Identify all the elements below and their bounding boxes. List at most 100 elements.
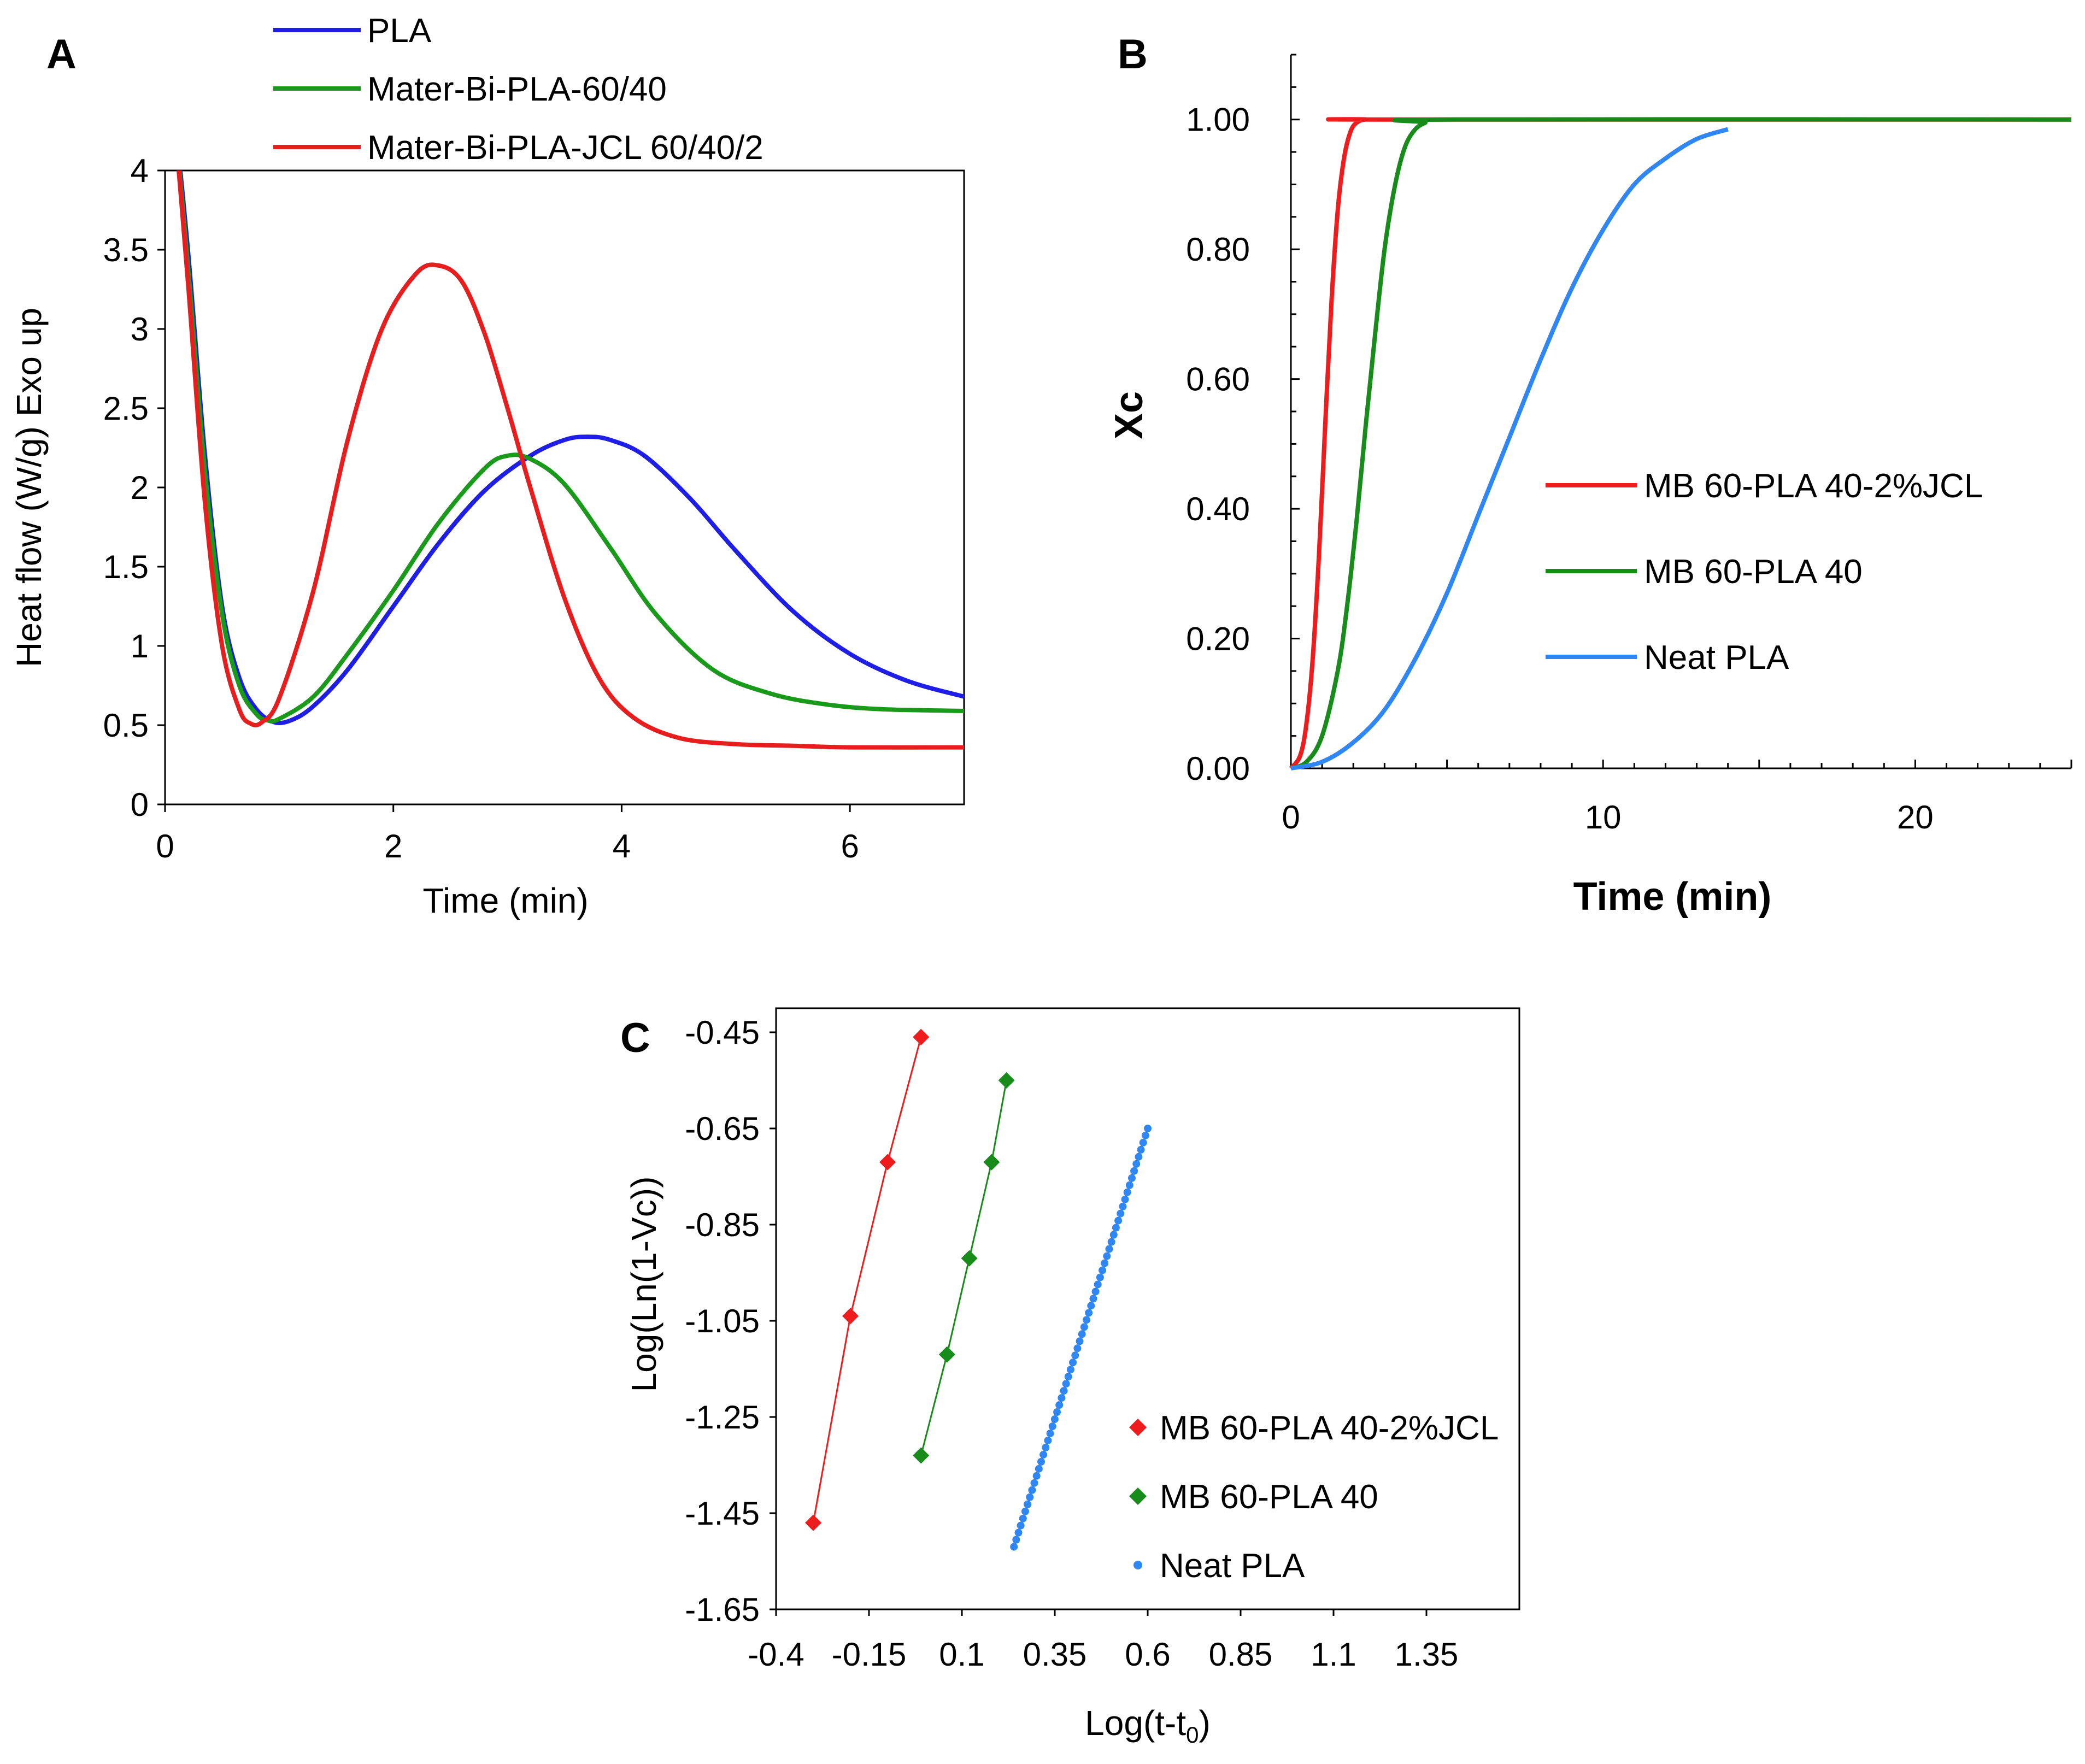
panel-c-ytick-label: -0.45 bbox=[685, 1014, 760, 1051]
panel-c-legend-label: MB 60-PLA 40-2%JCL bbox=[1160, 1409, 1499, 1447]
panel-b-xlabel: Time (min) bbox=[1573, 875, 1772, 919]
panel-c-point-neat-pla bbox=[1085, 1309, 1093, 1317]
panel-b-series-mb-60-pla-40 bbox=[1290, 117, 2072, 771]
panel-a-legend-label: Mater-Bi-PLA-60/40 bbox=[367, 70, 667, 108]
panel-c-ytick-label: -0.85 bbox=[685, 1207, 760, 1243]
panel-b-legend-label: MB 60-PLA 40 bbox=[1644, 553, 1863, 591]
panel-c-xtick-label: 0.1 bbox=[939, 1636, 984, 1673]
panel-b-series-neat-pla bbox=[1290, 127, 1729, 771]
panel-a-series-pla bbox=[178, 170, 964, 726]
panel-b-xtick-label: 10 bbox=[1585, 799, 1622, 836]
panel-c-point-neat-pla bbox=[1144, 1125, 1152, 1132]
panel-c-point-neat-pla bbox=[1109, 1231, 1118, 1239]
panel-c-point-neat-pla bbox=[1014, 1528, 1023, 1537]
panel-c-point-neat-pla bbox=[1071, 1351, 1079, 1360]
panel-c-point-neat-pla bbox=[1119, 1202, 1127, 1210]
panel-a-legend-label: Mater-Bi-PLA-JCL 60/40/2 bbox=[367, 129, 763, 167]
panel-c-legend-marker bbox=[1129, 1487, 1147, 1505]
panel-c-point-neat-pla bbox=[1050, 1415, 1059, 1424]
panel-b-xtick-label: 20 bbox=[1897, 799, 1934, 836]
panel-c-point-neat-pla bbox=[1019, 1514, 1027, 1522]
panel-c-point-neat-pla bbox=[1132, 1160, 1141, 1168]
panel-c-point-neat-pla bbox=[1099, 1266, 1107, 1274]
panel-c-point-neat-pla bbox=[1062, 1380, 1070, 1388]
panel-c-legend-marker bbox=[1129, 1419, 1147, 1436]
panel-c-xtick-label: 1.35 bbox=[1395, 1636, 1459, 1673]
panel-a-ylabel: Heat flow (W/g) Exo up bbox=[9, 308, 49, 667]
panel-b-ytick-label: 0.00 bbox=[1186, 750, 1250, 787]
panel-c-point-neat-pla bbox=[1135, 1153, 1143, 1161]
panel-b-ytick-label: 0.80 bbox=[1186, 231, 1250, 268]
panel-c-point-neat-pla bbox=[1039, 1450, 1048, 1459]
panel-c-letter: C bbox=[620, 1015, 650, 1061]
panel-c-point-mb-60-pla-40-2-jcl bbox=[842, 1308, 859, 1325]
panel-a-series-mater-bi-pla-jcl-60-40-2 bbox=[177, 170, 964, 750]
panel-c-point-neat-pla bbox=[1032, 1472, 1041, 1480]
panel-c-point-mb-60-pla-40 bbox=[961, 1250, 978, 1267]
panel-c-ytick-label: -0.65 bbox=[685, 1110, 760, 1147]
panel-c-point-neat-pla bbox=[1076, 1337, 1084, 1345]
panel-a-legend-label: PLA bbox=[367, 12, 432, 50]
panel-c-xlabel: Log(t-t0) bbox=[1085, 1703, 1211, 1748]
panel-a-chart: A 0 0.5 1 1.5 2 2.5 3 3.5 4 0 2 4 6 PLA Mater-Bi-PLA-… bbox=[9, 12, 965, 920]
panel-c-point-neat-pla bbox=[1080, 1323, 1088, 1331]
panel-c-point-neat-pla bbox=[1130, 1167, 1138, 1175]
panel-a-ytick-label: 0.5 bbox=[103, 707, 149, 744]
panel-c-xtick-label: -0.4 bbox=[748, 1636, 804, 1673]
panel-c-legend-label: MB 60-PLA 40 bbox=[1160, 1478, 1378, 1516]
panel-a-xtick-label: 0 bbox=[156, 828, 174, 865]
panel-a-ytick-label: 1.5 bbox=[103, 549, 149, 585]
panel-c-point-neat-pla bbox=[1069, 1359, 1077, 1367]
panel-c-point-neat-pla bbox=[1058, 1394, 1066, 1402]
panel-a-ytick-label: 3.5 bbox=[103, 232, 149, 268]
panel-c-point-neat-pla bbox=[1010, 1543, 1018, 1551]
panel-b-legend-label: Neat PLA bbox=[1644, 639, 1789, 677]
panel-c-point-neat-pla bbox=[1139, 1138, 1147, 1146]
panel-b-legend-label: MB 60-PLA 40-2%JCL bbox=[1644, 467, 1983, 505]
panel-c-point-neat-pla bbox=[1105, 1245, 1113, 1253]
panel-c-point-neat-pla bbox=[1091, 1287, 1100, 1296]
panel-c-point-neat-pla bbox=[1073, 1344, 1082, 1353]
panel-c-ytick-label: -1.45 bbox=[685, 1495, 760, 1532]
panel-c-point-neat-pla bbox=[1087, 1302, 1095, 1310]
panel-c-point-neat-pla bbox=[1048, 1422, 1056, 1431]
panel-c-point-mb-60-pla-40 bbox=[998, 1072, 1015, 1089]
panel-a-ytick-label: 1 bbox=[131, 628, 149, 665]
panel-c-ylabel: Log(Ln(1-Vc)) bbox=[624, 1177, 663, 1392]
panel-a-series-mater-bi-pla-60-40 bbox=[177, 170, 964, 724]
panel-c-point-neat-pla bbox=[1021, 1507, 1029, 1515]
panel-c-point-neat-pla bbox=[1026, 1493, 1034, 1501]
panel-c-xtick-label: 0.35 bbox=[1023, 1636, 1087, 1673]
panel-c-xtick-label: 0.6 bbox=[1125, 1636, 1170, 1673]
panel-b-ylabel: Xc bbox=[1107, 391, 1151, 439]
panel-c-point-neat-pla bbox=[1035, 1465, 1043, 1473]
panel-c-point-neat-pla bbox=[1117, 1209, 1125, 1218]
panel-c-plot-frame bbox=[775, 1007, 1520, 1610]
panel-c-point-mb-60-pla-40 bbox=[938, 1346, 955, 1363]
panel-c-ytick-label: -1.25 bbox=[685, 1399, 760, 1436]
panel-c-point-neat-pla bbox=[1046, 1429, 1054, 1437]
panel-c-point-neat-pla bbox=[1064, 1373, 1072, 1381]
panel-c-point-mb-60-pla-40 bbox=[983, 1154, 1000, 1171]
panel-c-legend-marker bbox=[1133, 1561, 1142, 1569]
panel-c-xtick-label: -0.15 bbox=[832, 1636, 907, 1673]
panel-b-chart: B 0.00 0.20 0.40 0.60 0.80 1.00 0 10 20 MB 60-PL… bbox=[1107, 31, 2072, 919]
panel-c-point-neat-pla bbox=[1101, 1259, 1109, 1267]
panel-c-point-neat-pla bbox=[1112, 1224, 1120, 1232]
panel-a-ytick-label: 0 bbox=[131, 786, 149, 823]
panel-c-xtick-label: 1.1 bbox=[1311, 1636, 1356, 1673]
panel-c-ytick-label: -1.65 bbox=[685, 1591, 760, 1628]
panel-c-point-mb-60-pla-40-2-jcl bbox=[879, 1154, 896, 1171]
panel-c-point-neat-pla bbox=[1042, 1443, 1050, 1451]
panel-c-point-neat-pla bbox=[1123, 1188, 1131, 1196]
panel-a-letter: A bbox=[46, 31, 77, 78]
panel-c-point-neat-pla bbox=[1082, 1316, 1090, 1324]
panel-c-point-neat-pla bbox=[1137, 1145, 1145, 1154]
panel-c-point-neat-pla bbox=[1030, 1479, 1038, 1487]
panel-c-point-neat-pla bbox=[1053, 1408, 1061, 1416]
panel-c-point-neat-pla bbox=[1060, 1387, 1068, 1395]
panel-c-point-neat-pla bbox=[1044, 1436, 1052, 1444]
panel-c-point-neat-pla bbox=[1103, 1252, 1111, 1260]
panel-a-xtick-label: 2 bbox=[384, 828, 402, 865]
